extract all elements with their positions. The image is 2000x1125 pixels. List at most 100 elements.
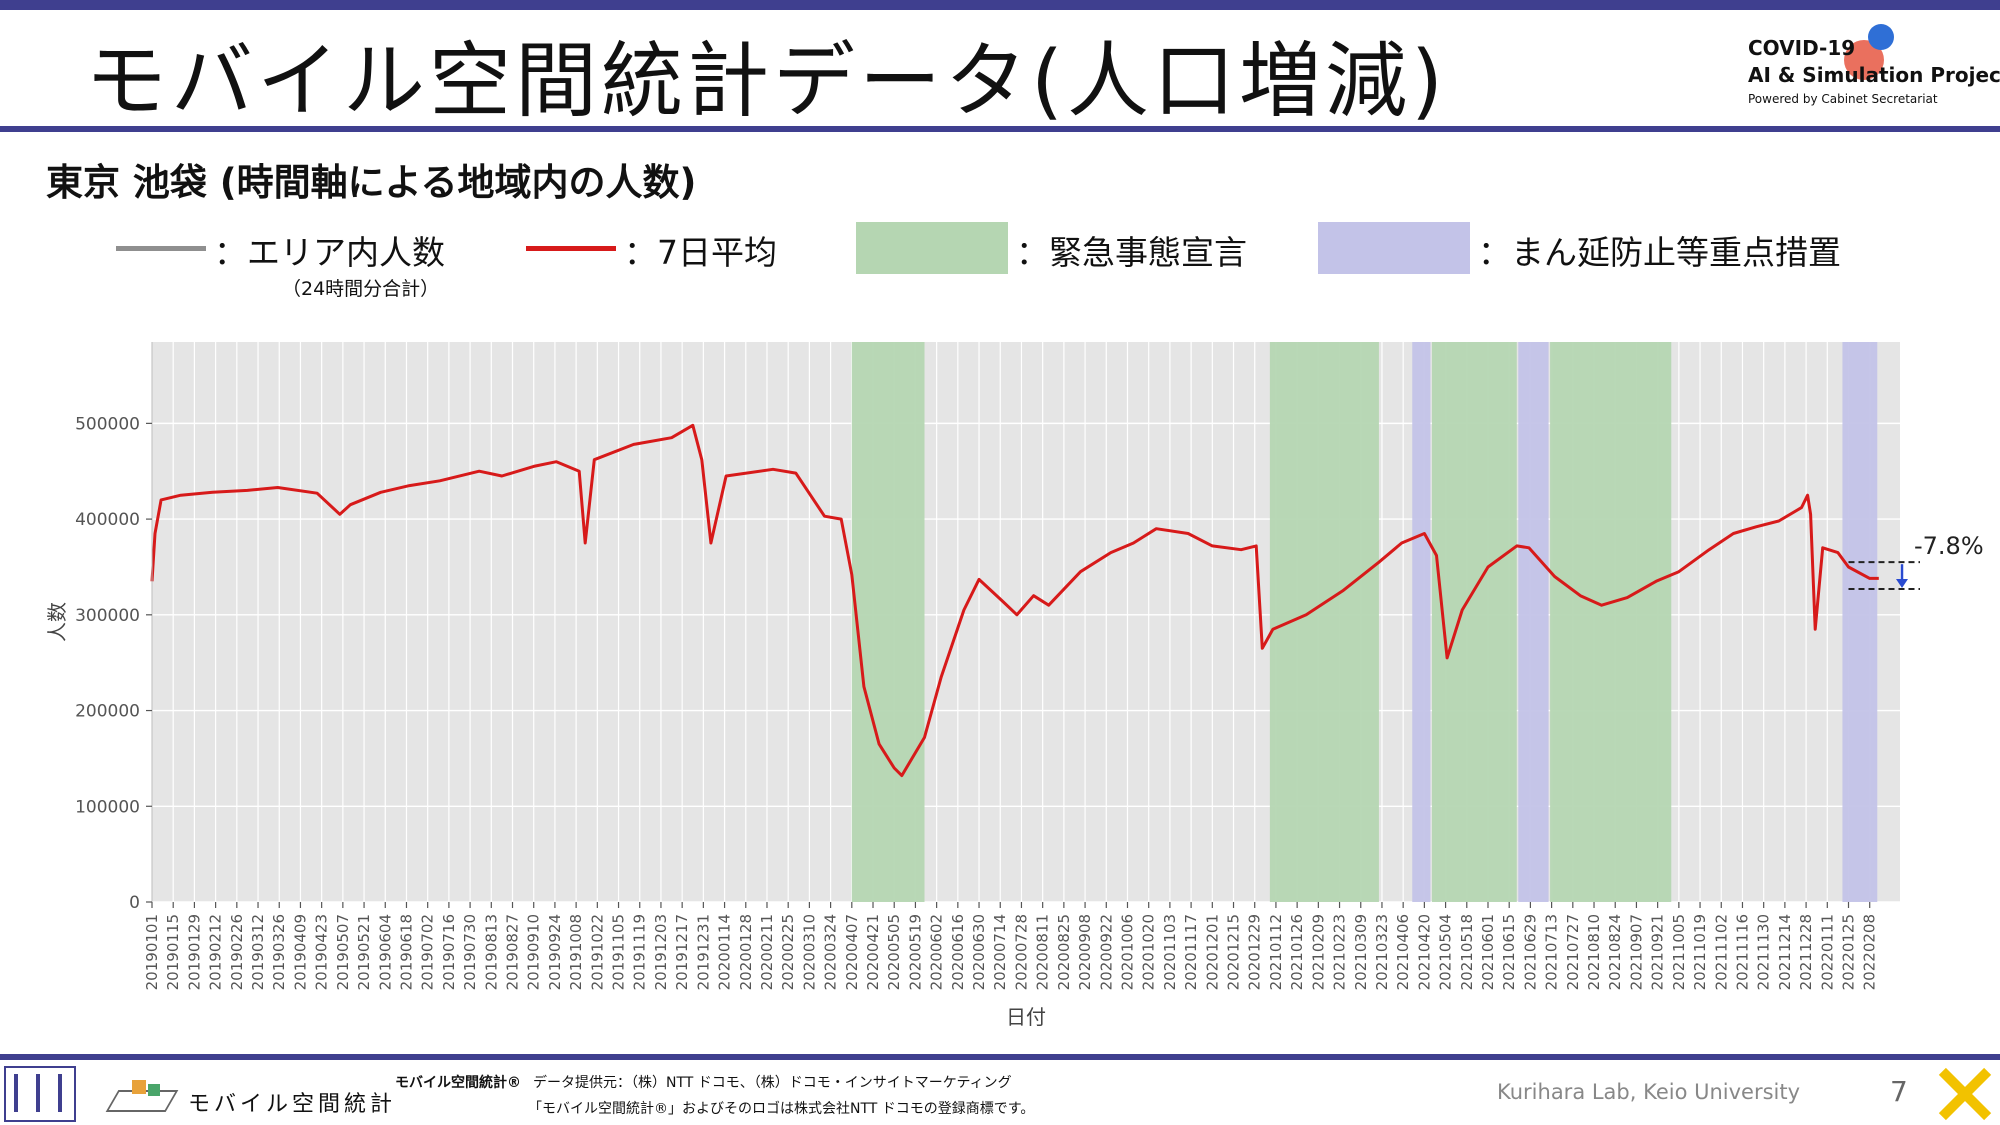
x-tick-label: 20211102: [1712, 914, 1730, 990]
x-tick-label: 20211005: [1670, 914, 1688, 990]
x-tick-label: 20191008: [567, 914, 585, 990]
x-tick-label: 20190326: [270, 914, 288, 990]
legend-swatch-avg: [526, 246, 616, 251]
x-tick-label: 20200505: [885, 914, 903, 990]
band-emergency-5: [1550, 342, 1672, 902]
legend-note-raw: （24時間分合計）: [282, 278, 440, 300]
x-tick-label: 20191105: [610, 914, 628, 990]
x-tick-label: 20200602: [928, 914, 946, 990]
x-tick-label: 20190730: [461, 914, 479, 990]
x-tick-label: 20200310: [800, 914, 818, 990]
logo-line-2: AI & Simulation Project: [1748, 63, 2000, 87]
title-rule: [0, 126, 2000, 132]
x-tick-label: 20190521: [355, 914, 373, 990]
logo-line-3: Powered by Cabinet Secretariat: [1748, 92, 1938, 106]
legend-label-semi: ：まん延防止等重点措置: [1478, 233, 1841, 272]
x-tick-label: 20211214: [1776, 914, 1794, 990]
x-tick-label: 20210112: [1267, 914, 1285, 990]
x-tick-label: 20210420: [1415, 914, 1433, 990]
x-tick-label: 20190924: [546, 914, 564, 990]
x-tick-label: 20210309: [1352, 914, 1370, 990]
x-tick-label: 20210615: [1500, 914, 1518, 990]
x-tick-label: 20200616: [949, 914, 967, 990]
series-7day-average-line: [150, 423, 1879, 778]
x-tick-label: 20190101: [143, 914, 161, 990]
footer-rule: [0, 1054, 2000, 1060]
x-tick-label: 20200324: [822, 914, 840, 990]
annotation-label: -7.8%: [1914, 532, 1984, 560]
footer-lab: Kurihara Lab, Keio University: [1497, 1080, 1801, 1104]
x-tick-label: 20200128: [737, 914, 755, 990]
x-tick-label: 20210921: [1649, 914, 1667, 990]
x-tick-label: 20191119: [631, 914, 649, 990]
band-semi-4: [1518, 342, 1549, 902]
x-tick-label: 20210713: [1543, 914, 1561, 990]
x-tick-label: 20190813: [482, 914, 500, 990]
x-tick-label: 20190702: [419, 914, 437, 990]
x-tick-label: 20210629: [1521, 914, 1539, 990]
chart-subtitle: 東京 池袋 (時間軸による地域内の人数): [46, 161, 697, 204]
x-tick-label: 20210518: [1458, 914, 1476, 990]
legend-label-avg: ：7日平均: [624, 233, 777, 272]
x-tick-label: 20201006: [1119, 914, 1137, 990]
x-tick-label: 20190226: [228, 914, 246, 990]
x-tick-label: 20201103: [1161, 914, 1179, 990]
x-tick-label: 20201215: [1225, 914, 1243, 990]
x-tick-label: 20201229: [1246, 914, 1264, 990]
x-tick-label: 20210727: [1564, 914, 1582, 990]
x-tick-label: 20210223: [1331, 914, 1349, 990]
legend-swatch-raw: [116, 246, 206, 251]
x-tick-label: 20190312: [249, 914, 267, 990]
x-tick-label: 20211228: [1797, 914, 1815, 990]
logo-circle-blue: [1868, 24, 1894, 50]
x-tick-label: 20191231: [694, 914, 712, 990]
legend-swatch-emergency: [856, 222, 1008, 274]
x-tick-label: 20211130: [1755, 914, 1773, 990]
x-tick-label: 20200714: [991, 914, 1009, 990]
band-emergency-3: [1431, 342, 1517, 902]
x-tick-label: 20190129: [185, 914, 203, 990]
x-tick-label: 20210126: [1288, 914, 1306, 990]
x-tick-label: 20201117: [1182, 914, 1200, 990]
x-tick-label: 20210824: [1606, 914, 1624, 990]
x-axis-label: 日付: [1006, 1005, 1046, 1029]
x-tick-label: 20191022: [588, 914, 606, 990]
legend-swatch-semi: [1318, 222, 1470, 274]
mobile-stats-logo-icon: [105, 1080, 179, 1116]
x-tick-label: 20190604: [376, 914, 394, 990]
footer-brand-left: モバイル空間統計: [188, 1092, 397, 1117]
legend-label-raw: ：エリア内人数: [214, 233, 445, 272]
x-tick-label: 20190827: [504, 914, 522, 990]
x-tick-label: 20210323: [1373, 914, 1391, 990]
project-logo: COVID-19 AI & Simulation Project Powered…: [1748, 24, 2000, 120]
band-semi-2: [1412, 342, 1431, 902]
x-tick-label: 20210209: [1309, 914, 1327, 990]
x-tick-label: 20190212: [207, 914, 225, 990]
x-tick-label: 20200225: [779, 914, 797, 990]
slide-title: モバイル空間統計データ(人口増減): [85, 34, 1447, 129]
legend-label-emergency: ：緊急事態宣言: [1016, 233, 1247, 272]
x-tick-label: 20201020: [1140, 914, 1158, 990]
chart-legend: ：エリア内人数 （24時間分合計） ：7日平均 ：緊急事態宣言 ：まん延防止等重…: [0, 222, 2000, 300]
x-tick-label: 20200519: [906, 914, 924, 990]
footer-trademark: 「モバイル空間統計®」およびそのロゴは株式会社NTT ドコモの登録商標です。: [528, 1101, 1035, 1117]
x-tick-label: 20190618: [398, 914, 416, 990]
x-tick-label: 20200630: [970, 914, 988, 990]
y-tick-label: 300000: [75, 606, 140, 626]
x-tick-label: 20210810: [1585, 914, 1603, 990]
x-tick-label: 20200421: [864, 914, 882, 990]
x-tick-label: 20211019: [1691, 914, 1709, 990]
x-tick-label: 20190115: [164, 914, 182, 990]
x-tick-label: 20200211: [758, 914, 776, 990]
x-tick-label: 20191203: [652, 914, 670, 990]
y-tick-label: 500000: [75, 414, 140, 434]
logo-line-1: COVID-19: [1748, 36, 1856, 60]
lab-logo-icon: [4, 1066, 76, 1122]
x-tick-label: 20200825: [1055, 914, 1073, 990]
top-accent-bar: [0, 0, 2000, 10]
x-tick-label: 20200114: [716, 914, 734, 990]
band-semi-6: [1842, 342, 1878, 902]
y-tick-label: 400000: [75, 510, 140, 530]
y-tick-label: 200000: [75, 702, 140, 722]
annotation-arrow-head: [1896, 578, 1908, 588]
